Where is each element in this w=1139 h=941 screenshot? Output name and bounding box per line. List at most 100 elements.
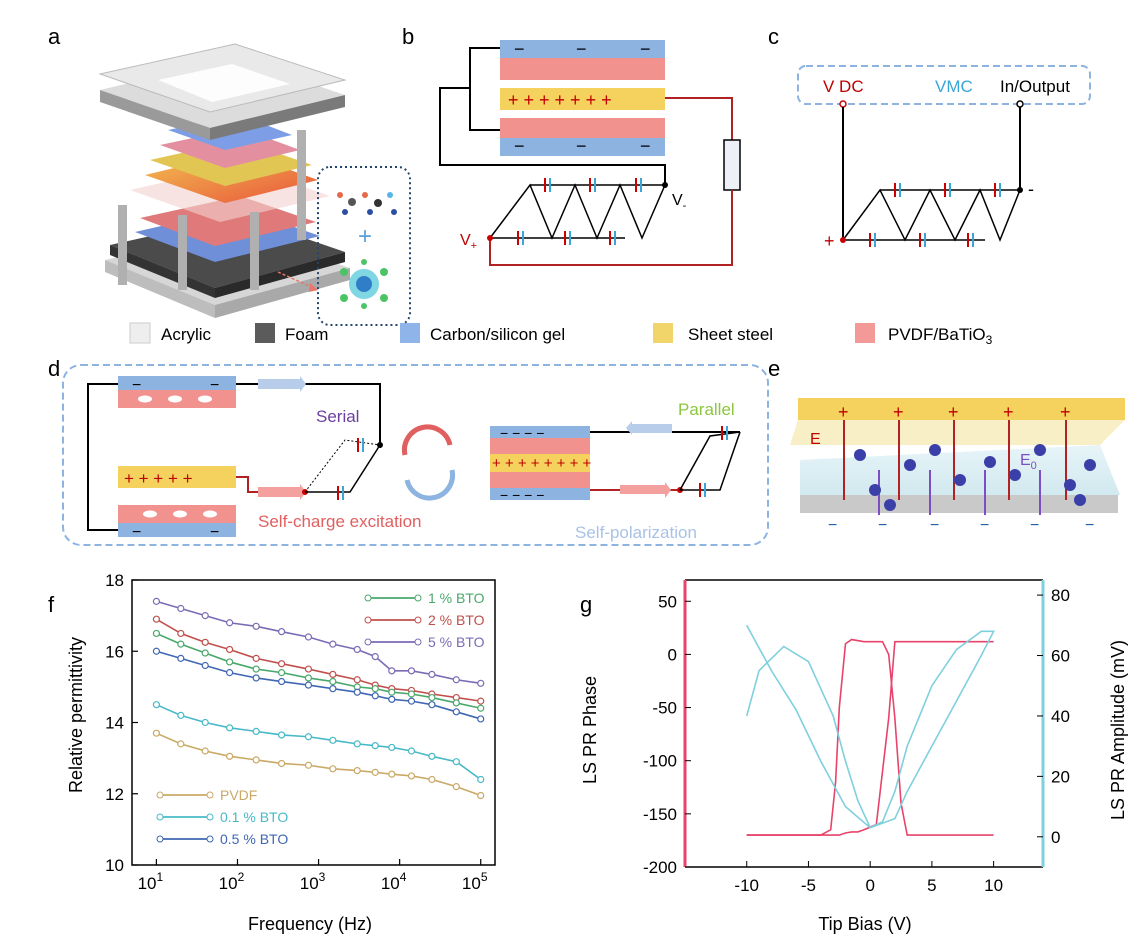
- panel-letter-g: g: [580, 592, 592, 617]
- chart-f-point: [353, 688, 361, 696]
- chart-f-ylabel: Relative permittivity: [66, 637, 86, 793]
- svg-text:−: −: [640, 136, 651, 156]
- chart-f-point: [152, 597, 161, 605]
- chart-g-ytick-right-label: 40: [1051, 707, 1070, 726]
- chart-f-point: [304, 761, 313, 769]
- legend-sheet-steel: Sheet steel: [688, 325, 773, 344]
- panel-d-self-charge-label: Self-charge excitation: [258, 512, 421, 531]
- chart-f-point: [177, 711, 185, 719]
- chart-f-point: [226, 724, 234, 732]
- chart-f-point: [201, 649, 209, 657]
- chart-g-ytick-right-label: 20: [1051, 767, 1070, 786]
- chart-f-legend-marker: [156, 813, 164, 821]
- chart-g-series-phase: [746, 638, 994, 836]
- chart-f-point: [428, 775, 436, 784]
- legend-foam: Foam: [285, 325, 328, 344]
- chart-f-point: [452, 676, 460, 684]
- chart-f-series-line: [156, 650, 481, 720]
- chart-g-ylabel-right: LS PR Amplitude (mV): [1108, 640, 1128, 820]
- chart-g-ytick-left-label: -50: [652, 699, 677, 718]
- panel-a-plus-symbol: +: [358, 223, 372, 250]
- chart-f-point: [428, 752, 436, 760]
- chart-f-point: [371, 652, 379, 661]
- chart-g-xtick-label: -10: [734, 876, 759, 895]
- legend-pvdf-batio: PVDF/BaTiO3: [888, 325, 993, 347]
- chart-f-point: [407, 772, 416, 780]
- svg-text:−: −: [1030, 517, 1039, 534]
- chart-f-point: [226, 752, 234, 760]
- chart-g-ytick-left-label: 0: [668, 645, 677, 664]
- chart-f-point: [428, 670, 436, 679]
- chart-f-legend-label: 5 % BTO: [428, 634, 485, 650]
- chart-f-point: [477, 697, 485, 705]
- chart-f-point: [329, 677, 337, 686]
- svg-text:+: +: [1060, 402, 1071, 422]
- svg-text:−: −: [210, 377, 219, 394]
- svg-text:−: −: [980, 517, 989, 534]
- svg-text:+ + + + +: + + + + +: [124, 469, 193, 488]
- panel-letter-e: e: [768, 356, 780, 381]
- chart-f-point: [407, 697, 416, 705]
- chart-f-point: [329, 765, 337, 773]
- material-legend: Acrylic Foam Carbon/silicon gel Sheet st…: [129, 322, 993, 347]
- chart-f-point: [371, 685, 379, 693]
- chart-f-point: [407, 747, 416, 755]
- chart-f-xtick-label: 103: [300, 870, 326, 893]
- chart-f-point: [477, 715, 485, 723]
- chart-f-point: [304, 665, 313, 673]
- svg-text:−: −: [930, 517, 939, 534]
- chart-f-point: [277, 660, 286, 668]
- chart-f-point: [353, 766, 361, 775]
- panel-c-vmc-label: VMC: [935, 77, 973, 96]
- panel-c-minus: -: [1028, 179, 1034, 199]
- chart-g-xtick-label: 0: [865, 876, 874, 895]
- panel-d-self-polar-label: Self-polarization: [575, 523, 697, 542]
- chart-f-legend-marker: [364, 616, 372, 624]
- panel-b-circuit: − − − − − − + + + + + + + V- V+: [439, 39, 741, 266]
- chart-f-legend-label: 0.1 % BTO: [220, 809, 288, 825]
- panel-a-device-illustration: [98, 43, 350, 318]
- chart-f-point: [388, 770, 396, 778]
- svg-text:+: +: [948, 402, 959, 422]
- chart-f-point: [152, 615, 161, 623]
- chart-f-point: [428, 701, 436, 709]
- chart-f-point: [152, 729, 161, 737]
- chart-f-legend-label: 1 % BTO: [428, 590, 485, 606]
- chart-f-point: [252, 756, 260, 764]
- chart-f-point: [353, 676, 361, 684]
- chart-f-point: [477, 791, 485, 800]
- chart-f-series-line: [156, 732, 481, 797]
- chart-f-point: [452, 758, 460, 766]
- svg-text:−: −: [828, 517, 837, 534]
- chart-f-point: [201, 612, 209, 620]
- chart-f-series-line: [156, 703, 482, 781]
- chart-f-point: [277, 731, 286, 739]
- chart-f-point: [388, 743, 396, 752]
- chart-f-point: [477, 704, 485, 712]
- chart-f-point: [353, 740, 361, 748]
- panel-c-plus: +: [824, 231, 835, 251]
- chart-f-point: [252, 665, 260, 673]
- chart-f-point: [452, 783, 460, 791]
- chart-f-xtick-label: 105: [462, 870, 488, 893]
- chart-f-point: [226, 619, 234, 627]
- chart-f-point: [201, 747, 209, 755]
- chart-g-xtick-label: 10: [984, 876, 1003, 895]
- legend-carbon-gel: Carbon/silicon gel: [430, 325, 565, 344]
- svg-text:−: −: [1085, 517, 1094, 534]
- chart-f-point: [329, 640, 337, 648]
- svg-text:+: +: [838, 402, 849, 422]
- svg-text:− − − −: − − − −: [500, 487, 544, 503]
- chart-f-point: [252, 674, 260, 682]
- chart-f-ytick-label: 18: [105, 571, 124, 590]
- chart-f-ytick-label: 12: [105, 785, 124, 804]
- svg-text:−: −: [132, 524, 141, 541]
- panel-letter-a: a: [48, 24, 61, 49]
- chart-g-ytick-right-label: 60: [1051, 647, 1070, 666]
- chart-f-point: [371, 692, 379, 700]
- chart-f-point: [252, 654, 260, 662]
- chart-f-legend-marker: [156, 835, 164, 843]
- chart-f-point: [177, 629, 185, 638]
